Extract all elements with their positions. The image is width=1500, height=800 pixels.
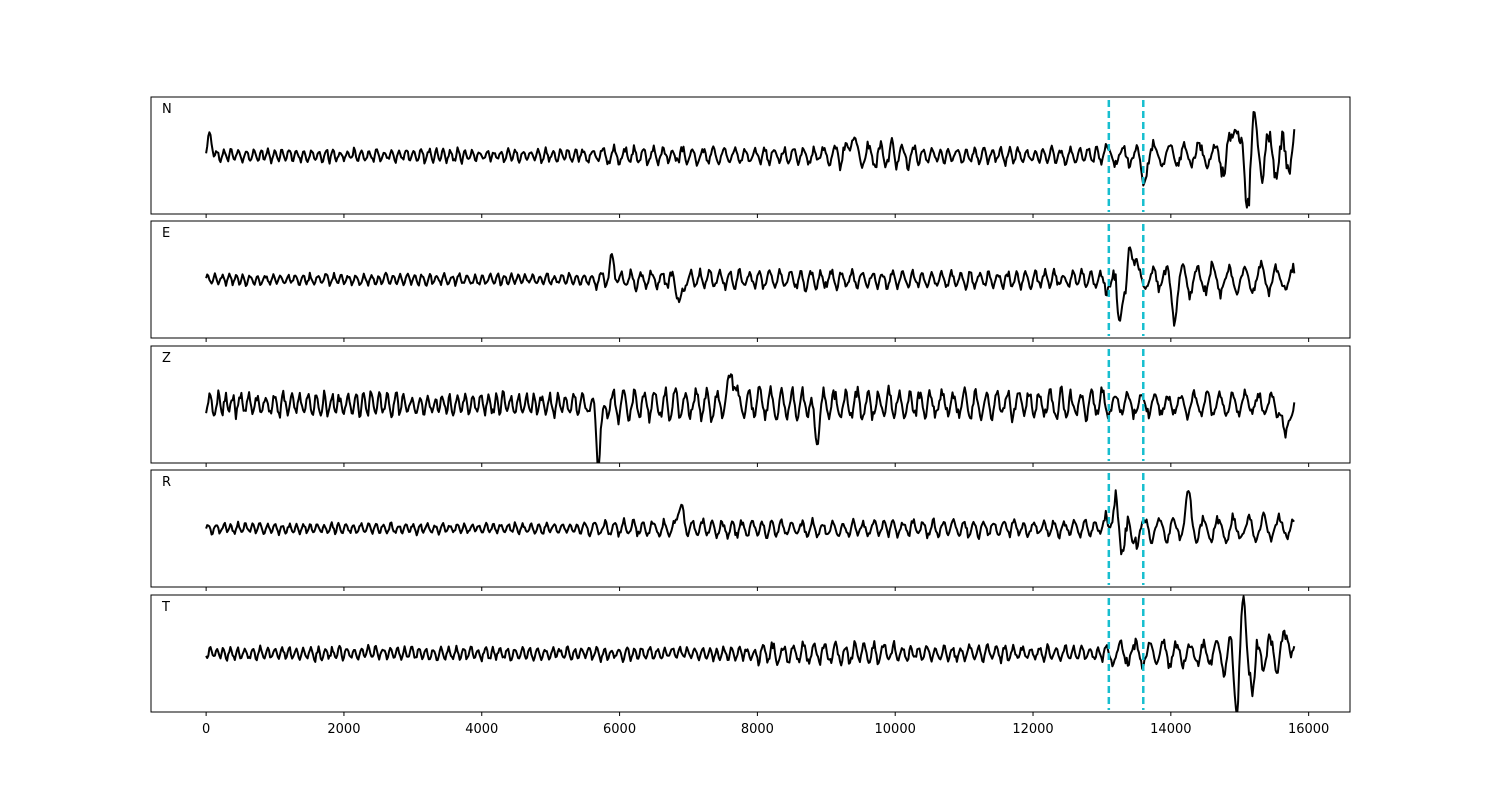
x-tick-label: 12000 [1012,722,1053,737]
panel-z: Z [150,345,1351,467]
x-tick-label: 16000 [1288,722,1329,737]
panel-label: T [161,600,170,615]
panel-t: T [150,594,1351,716]
panel-label: E [162,226,170,241]
panel-label: R [162,475,171,490]
x-tick-label: 2000 [327,722,360,737]
panel-frame [150,96,1351,215]
x-tick-label: 8000 [741,722,774,737]
trace-r [205,489,1295,556]
panel-n: N [150,96,1351,218]
trace-e [205,246,1296,327]
panel-r: R [150,469,1351,591]
trace-z [205,373,1296,463]
panel-label: N [162,102,172,117]
x-tick-label: 4000 [465,722,498,737]
panel-e: E [150,220,1351,342]
panel-label: Z [162,351,171,366]
x-tick-label: 0 [202,722,210,737]
trace-n [205,111,1296,209]
x-tick-label: 6000 [603,722,636,737]
panel-frame [150,594,1351,713]
x-tick-label: 10000 [875,722,916,737]
x-tick-label: 14000 [1150,722,1191,737]
panel-frame [150,345,1351,464]
panel-frame [150,220,1351,339]
trace-t [205,595,1296,712]
panel-frame [150,469,1351,588]
